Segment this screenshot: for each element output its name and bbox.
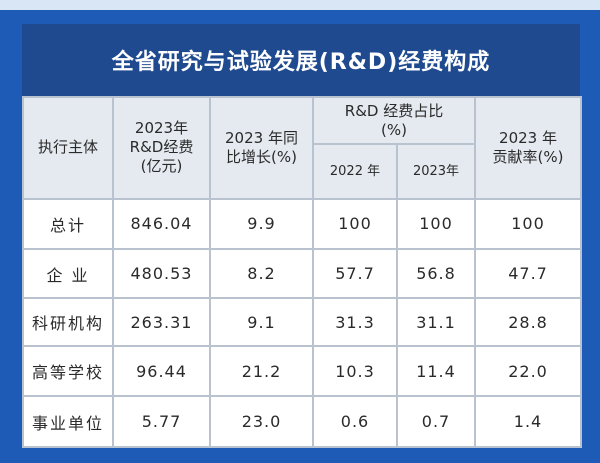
cell-share-2022: 0.6: [312, 395, 398, 448]
header-contribution-line: 2023 年: [499, 128, 557, 147]
header-growth-line: 2023 年同: [225, 128, 298, 147]
table-row: 企 业 480.53 8.2 57.7 56.8 47.7: [22, 248, 583, 299]
cell-growth: 9.1: [209, 296, 314, 348]
cell-share-2023: 100: [395, 197, 477, 251]
header-contribution: 2023 年 贡献率(%): [474, 96, 583, 200]
cell-share-2022: 100: [312, 197, 398, 251]
cell-growth: 21.2: [209, 345, 314, 398]
table-row: 科研机构 263.31 9.1 31.3 31.1 28.8: [22, 296, 583, 348]
row-label: 企 业: [22, 248, 114, 299]
header-growth-line: 比增长(%): [226, 147, 297, 166]
table-row: 事业单位 5.77 23.0 0.6 0.7 1.4: [22, 395, 583, 448]
title-bar: 全省研究与试验发展(R&D)经费构成: [22, 24, 580, 96]
cell-contribution: 47.7: [474, 248, 583, 299]
header-funding-line: (亿元): [140, 157, 183, 176]
cell-funding: 846.04: [112, 197, 211, 251]
cell-share-2022: 31.3: [312, 296, 398, 348]
cell-share-2023: 0.7: [395, 395, 477, 448]
top-frame-strip: [0, 0, 600, 10]
rd-funding-table: 执行主体 2023年 R&D经费 (亿元) 2023 年同 比增长(%) R&D…: [22, 95, 583, 448]
header-growth: 2023 年同 比增长(%): [209, 96, 314, 200]
header-share-2023: 2023年: [395, 143, 477, 200]
cell-funding: 263.31: [112, 296, 211, 348]
header-contribution-line: 贡献率(%): [492, 147, 564, 166]
row-label: 高等学校: [22, 345, 114, 398]
header-funding-line: R&D经费: [129, 138, 194, 157]
cell-share-2023: 31.1: [395, 296, 477, 348]
header-share-2022: 2022 年: [312, 143, 398, 200]
cell-contribution: 100: [474, 197, 583, 251]
table-row: 高等学校 96.44 21.2 10.3 11.4 22.0: [22, 345, 583, 398]
table-row: 总计 846.04 9.9 100 100 100: [22, 197, 583, 251]
cell-growth: 9.9: [209, 197, 314, 251]
cell-share-2022: 57.7: [312, 248, 398, 299]
cell-contribution: 22.0: [474, 345, 583, 398]
cell-funding: 5.77: [112, 395, 211, 448]
cell-share-2023: 56.8: [395, 248, 477, 299]
cell-funding: 480.53: [112, 248, 211, 299]
header-share-line: (%): [381, 120, 407, 139]
header-share-line: R&D 经费占比: [344, 101, 444, 120]
cell-share-2022: 10.3: [312, 345, 398, 398]
table-title: 全省研究与试验发展(R&D)经费构成: [111, 50, 491, 75]
header-share-group: R&D 经费占比 (%): [311, 95, 477, 146]
cell-growth: 23.0: [209, 395, 314, 448]
cell-contribution: 28.8: [474, 296, 583, 348]
cell-contribution: 1.4: [474, 395, 583, 448]
row-label: 总计: [22, 197, 114, 251]
header-funding-line: 2023年: [134, 119, 189, 138]
header-executor: 执行主体: [22, 96, 114, 200]
row-label: 事业单位: [22, 395, 114, 448]
header-funding: 2023年 R&D经费 (亿元): [112, 96, 211, 200]
table-panel: 执行主体 2023年 R&D经费 (亿元) 2023 年同 比增长(%) R&D…: [22, 95, 583, 448]
cell-funding: 96.44: [112, 345, 211, 398]
cell-share-2023: 11.4: [395, 345, 477, 398]
cell-growth: 8.2: [209, 248, 314, 299]
row-label: 科研机构: [22, 296, 114, 348]
